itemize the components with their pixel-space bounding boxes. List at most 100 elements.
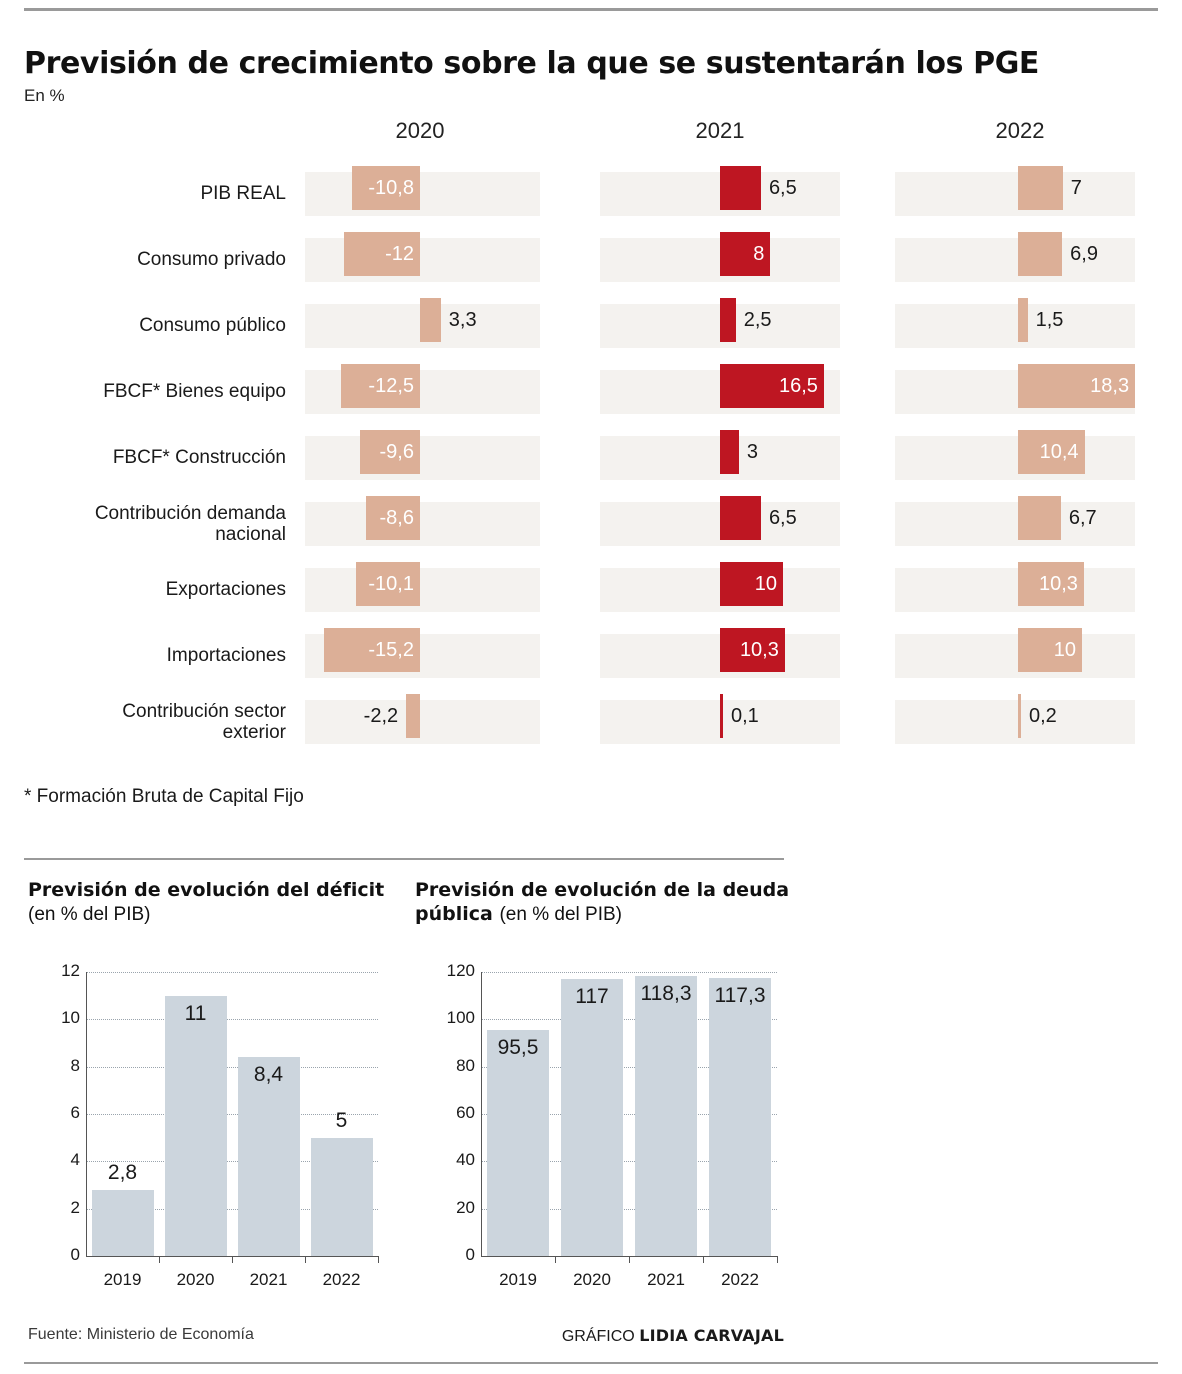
subchart-deficit-title-bold: Previsión de evolución del déficit — [28, 879, 385, 901]
x-axis-tickmark — [629, 1256, 630, 1263]
bar-value-label: 8 — [753, 242, 765, 265]
bar-segment — [1018, 496, 1061, 540]
bar-value-label: 117,3 — [714, 984, 766, 1008]
bar-track — [895, 304, 1135, 348]
bar-value-label: 11 — [184, 1001, 207, 1025]
gridline — [86, 1066, 378, 1068]
bar-row-label: Consumo privado — [0, 232, 286, 288]
y-axis-tick-label: 4 — [70, 1150, 80, 1170]
x-axis-tickmark — [232, 1256, 233, 1263]
bar-value-label: -12 — [385, 242, 414, 265]
bar-value-label: 0,2 — [1029, 704, 1057, 727]
bar-row-label: PIB REAL — [0, 166, 286, 222]
bar-row-label: Contribución demanda nacional — [0, 496, 286, 552]
bar-value-label: 3 — [746, 440, 759, 463]
bar-value-label: 10 — [1053, 638, 1076, 661]
bar-value-label: 10 — [754, 572, 777, 595]
y-axis-tick-label: 80 — [456, 1055, 475, 1075]
bar-value-label: -9,6 — [379, 440, 414, 463]
bar-row: FBCF* Bienes equipo -12,5 16,5 18,3 — [0, 364, 1182, 420]
bar-segment — [720, 364, 824, 408]
bar-track — [895, 436, 1135, 480]
subchart-deficit-title-regular: (en % del PIB) — [28, 904, 151, 926]
bar-track — [895, 634, 1135, 678]
bar-value-label: -10,1 — [368, 572, 414, 595]
mid-rule — [24, 858, 784, 860]
y-axis-tick-label: 100 — [446, 1008, 475, 1028]
bar-value-label: -2,2 — [363, 704, 399, 727]
bar-segment — [1018, 562, 1084, 606]
x-axis-tick-label: 2022 — [721, 1270, 759, 1289]
gridline — [86, 1019, 378, 1021]
bar-track — [305, 502, 540, 546]
bar-segment — [344, 232, 420, 276]
bar-segment — [365, 496, 420, 540]
bar-segment — [356, 562, 420, 606]
x-axis-tick-label: 2020 — [176, 1270, 215, 1289]
bar-value-label: 7 — [1070, 176, 1082, 199]
bar-value-label: 6,5 — [768, 506, 797, 529]
bar-row: Contribución sector exterior -2,2 0,1 0,2 — [0, 694, 1182, 750]
vertical-bar — [635, 976, 697, 1256]
bar-row-label-line1: Importaciones — [166, 645, 286, 667]
bar-value-label: 117 — [575, 985, 609, 1009]
bar-segment — [341, 364, 420, 408]
bar-value-label: 6,5 — [768, 176, 797, 199]
bar-segment — [720, 496, 761, 540]
bar-segment — [359, 430, 420, 474]
y-axis-tick-label: 120 — [446, 961, 475, 980]
x-axis-tickmark — [378, 1256, 379, 1263]
gridline — [481, 1208, 777, 1210]
source-label: Fuente: Ministerio de Economía — [28, 1326, 254, 1343]
page-title: Previsión de crecimiento sobre la que se… — [24, 46, 1040, 82]
bar-track — [895, 502, 1135, 546]
bar-row: Importaciones -15,2 10,3 10 — [0, 628, 1182, 684]
bar-segment — [1018, 166, 1063, 210]
bottom-rule — [24, 1362, 1158, 1364]
vertical-bar — [310, 1137, 373, 1256]
bar-row-label-line1: Contribución demanda — [94, 502, 286, 524]
bar-segment — [351, 166, 420, 210]
gridline — [86, 1114, 378, 1115]
x-axis-tick-label: 2019 — [499, 1270, 537, 1289]
bar-row-label-line2: exterior — [222, 722, 286, 743]
gridline — [86, 972, 378, 973]
credit-author: LIDIA CARVAJAL — [639, 1326, 784, 1345]
bar-row: Exportaciones -10,1 10 10,3 — [0, 562, 1182, 618]
subchart-deuda-title-bold: Previsión de evolución de la deuda públi… — [415, 879, 790, 926]
bar-row-label: Contribución sector exterior — [0, 694, 286, 750]
vertical-bar — [561, 979, 623, 1256]
bar-track — [895, 238, 1135, 282]
bar-value-label: 16,5 — [779, 374, 818, 397]
y-axis-tick-label: 40 — [456, 1150, 475, 1170]
bar-row-label-line1: Consumo privado — [137, 249, 286, 271]
bar-segment — [720, 628, 785, 672]
bar-value-label: 1,5 — [1035, 308, 1064, 331]
x-axis-tickmark — [555, 1256, 556, 1263]
bar-row-label: Consumo público — [0, 298, 286, 354]
bar-value-label: 5 — [335, 1108, 348, 1132]
bar-track — [895, 568, 1135, 612]
subchart-deuda-title-regular: (en % del PIB) — [499, 904, 622, 926]
y-axis-tick-label: 60 — [456, 1103, 475, 1122]
bar-segment — [720, 166, 761, 210]
y-axis-line — [86, 972, 87, 1256]
subchart-deficit: Previsión de evolución del déficit (en %… — [28, 878, 388, 928]
bar-row-label: Exportaciones — [0, 562, 286, 618]
x-axis-tick-label: 2020 — [573, 1270, 611, 1289]
gridline — [481, 972, 777, 973]
y-axis-tick-label: 6 — [70, 1103, 80, 1122]
bar-value-label: 0,1 — [731, 704, 759, 727]
bar-value-label: 95,5 — [497, 1035, 539, 1059]
bar-track — [305, 568, 540, 612]
column-header-2022: 2022 — [995, 118, 1045, 143]
gridline — [481, 1066, 777, 1068]
x-axis-tick-label: 2022 — [322, 1270, 361, 1289]
bar-value-label: 2,8 — [107, 1160, 138, 1184]
bar-row: Consumo público 3,3 2,5 1,5 — [0, 298, 1182, 354]
y-axis-tick-label: 8 — [70, 1055, 80, 1075]
bar-track — [305, 238, 540, 282]
bar-value-label: -8,6 — [379, 506, 414, 529]
vertical-bar — [237, 1057, 300, 1256]
bar-track — [305, 436, 540, 480]
